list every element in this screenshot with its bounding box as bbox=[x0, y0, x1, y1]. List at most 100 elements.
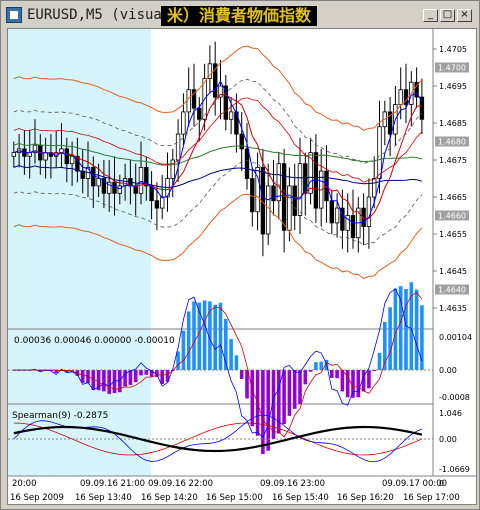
moving-average-slow bbox=[13, 93, 422, 220]
candle-body bbox=[271, 185, 276, 202]
maximize-button[interactable]: □ bbox=[440, 9, 455, 22]
spearman-red-line bbox=[13, 422, 423, 456]
price-label: 1.4695 bbox=[439, 82, 467, 91]
session-highlight bbox=[8, 29, 151, 476]
envelope-upper bbox=[13, 45, 423, 131]
candle-body bbox=[69, 155, 75, 165]
macd-histogram-bar bbox=[80, 370, 85, 383]
macd-histogram-bar bbox=[271, 370, 276, 439]
chart-area[interactable]: 1.4705 1.4695 1.4685 1.4675 1.4665 1.4655 1.46… bbox=[7, 28, 477, 505]
level-tag bbox=[435, 284, 469, 295]
candle-body bbox=[377, 126, 382, 179]
price-label: 1.4645 bbox=[439, 267, 467, 276]
time-label-lower: 16 Sep 16:20 bbox=[337, 493, 394, 503]
candle-body bbox=[117, 185, 122, 194]
candle-body bbox=[350, 215, 356, 239]
time-label-lower: 16 Sep 14:20 bbox=[141, 493, 198, 503]
candle-body bbox=[64, 148, 69, 165]
candle-body bbox=[419, 96, 425, 120]
candle-body bbox=[144, 166, 149, 187]
macd-histogram-bar bbox=[202, 300, 207, 370]
candle-body bbox=[387, 111, 393, 135]
candle-body bbox=[11, 152, 16, 157]
close-button[interactable]: × bbox=[457, 9, 472, 22]
macd-histogram-bar bbox=[277, 370, 281, 434]
time-label-upper: 09.09.16 22:00 bbox=[148, 479, 213, 489]
macd-histogram-bar bbox=[330, 370, 334, 378]
spearman-scale-label: -1.0669 bbox=[439, 465, 470, 474]
main-price-pane[interactable] bbox=[11, 41, 425, 279]
macd-histogram-bar bbox=[314, 362, 318, 370]
macd-histogram-bar bbox=[345, 370, 350, 398]
candle-body bbox=[340, 207, 345, 231]
candle-body bbox=[96, 178, 101, 187]
time-label-upper: 09.09.16 23:00 bbox=[260, 479, 325, 489]
level-tag-label: 1.4700 bbox=[438, 64, 466, 73]
candle-body bbox=[122, 178, 128, 187]
candle-body bbox=[43, 152, 48, 161]
price-label: 1.4685 bbox=[439, 119, 467, 128]
news-banner: 米）消費者物価指数 bbox=[161, 6, 318, 26]
macd-header: 0.00036 0.00046 0.00000 -0.00010 bbox=[14, 336, 175, 346]
title-bar[interactable]: EURUSD,M5 (visual) 米）消費者物価指数 _ □ × bbox=[3, 3, 477, 27]
level-tag-label: 1.4680 bbox=[438, 138, 466, 147]
time-label-lower: 16 Sep 13:40 bbox=[75, 493, 132, 503]
macd-histogram-bar bbox=[186, 311, 191, 370]
candle-body bbox=[159, 196, 165, 209]
macd-histogram-bar bbox=[96, 370, 101, 391]
macd-histogram-bar bbox=[149, 370, 154, 377]
macd-histogram-bar bbox=[144, 370, 149, 375]
macd-histogram-bar bbox=[197, 302, 202, 370]
axis-corner-label: 0 bbox=[439, 479, 444, 488]
macd-histogram-bar bbox=[208, 301, 212, 370]
macd-pane[interactable] bbox=[8, 282, 433, 455]
macd-histogram-bar bbox=[155, 370, 159, 378]
window-title: EURUSD,M5 (visual) bbox=[27, 7, 179, 23]
price-label: 1.4665 bbox=[439, 193, 467, 202]
spearman-pane[interactable] bbox=[8, 414, 433, 463]
macd-histogram-bar bbox=[75, 370, 80, 376]
macd-histogram-bar bbox=[123, 370, 127, 387]
spearman-scale-label: 1.046 bbox=[439, 409, 462, 418]
level-tag bbox=[435, 210, 469, 221]
candle-body bbox=[265, 185, 271, 235]
macd-histogram-bar bbox=[239, 370, 244, 379]
chart-window-icon[interactable] bbox=[6, 7, 22, 23]
macd-histogram-bar bbox=[91, 370, 96, 390]
candle-body bbox=[32, 144, 38, 153]
spearman-main-line bbox=[13, 425, 423, 453]
macd-scale-label: -0.0008 bbox=[439, 393, 470, 402]
macd-histogram-bar bbox=[356, 370, 361, 398]
candle-body bbox=[308, 152, 313, 194]
candle-body bbox=[334, 207, 340, 224]
macd-histogram-bar bbox=[388, 307, 392, 370]
macd-histogram-bar bbox=[287, 370, 292, 416]
moving-average-fast bbox=[13, 80, 423, 224]
macd-histogram-bar bbox=[303, 370, 308, 385]
macd-scale-label: 0.00 bbox=[439, 366, 457, 375]
candle-body bbox=[191, 89, 197, 109]
time-label-upper: 20:00 bbox=[12, 479, 37, 489]
candle-body bbox=[223, 85, 228, 120]
macd-histogram-bar bbox=[282, 370, 286, 424]
candle-body bbox=[218, 85, 223, 98]
candle-body bbox=[366, 196, 372, 228]
macd-histogram-bar bbox=[224, 318, 228, 370]
minimize-button[interactable]: _ bbox=[423, 9, 438, 22]
macd-histogram-bar bbox=[367, 370, 371, 389]
macd-histogram-bar bbox=[340, 370, 345, 392]
time-label-lower: 16 Sep 17:00 bbox=[403, 493, 460, 503]
band-lower-dashed bbox=[13, 160, 423, 246]
macd-histogram-bar bbox=[266, 370, 270, 451]
macd-histogram-bar bbox=[17, 370, 21, 371]
macd-histogram-bar bbox=[54, 370, 58, 373]
candle-body bbox=[80, 170, 85, 179]
candle-body bbox=[371, 178, 377, 198]
band-upper-dashed bbox=[13, 78, 423, 165]
macd-histogram-bar bbox=[165, 370, 170, 382]
macd-histogram-bar bbox=[176, 351, 180, 370]
macd-histogram-bar bbox=[292, 370, 297, 409]
candle-body bbox=[133, 185, 138, 194]
candle-body bbox=[287, 185, 292, 231]
spearman-scale-label: 0.00 bbox=[439, 435, 457, 444]
